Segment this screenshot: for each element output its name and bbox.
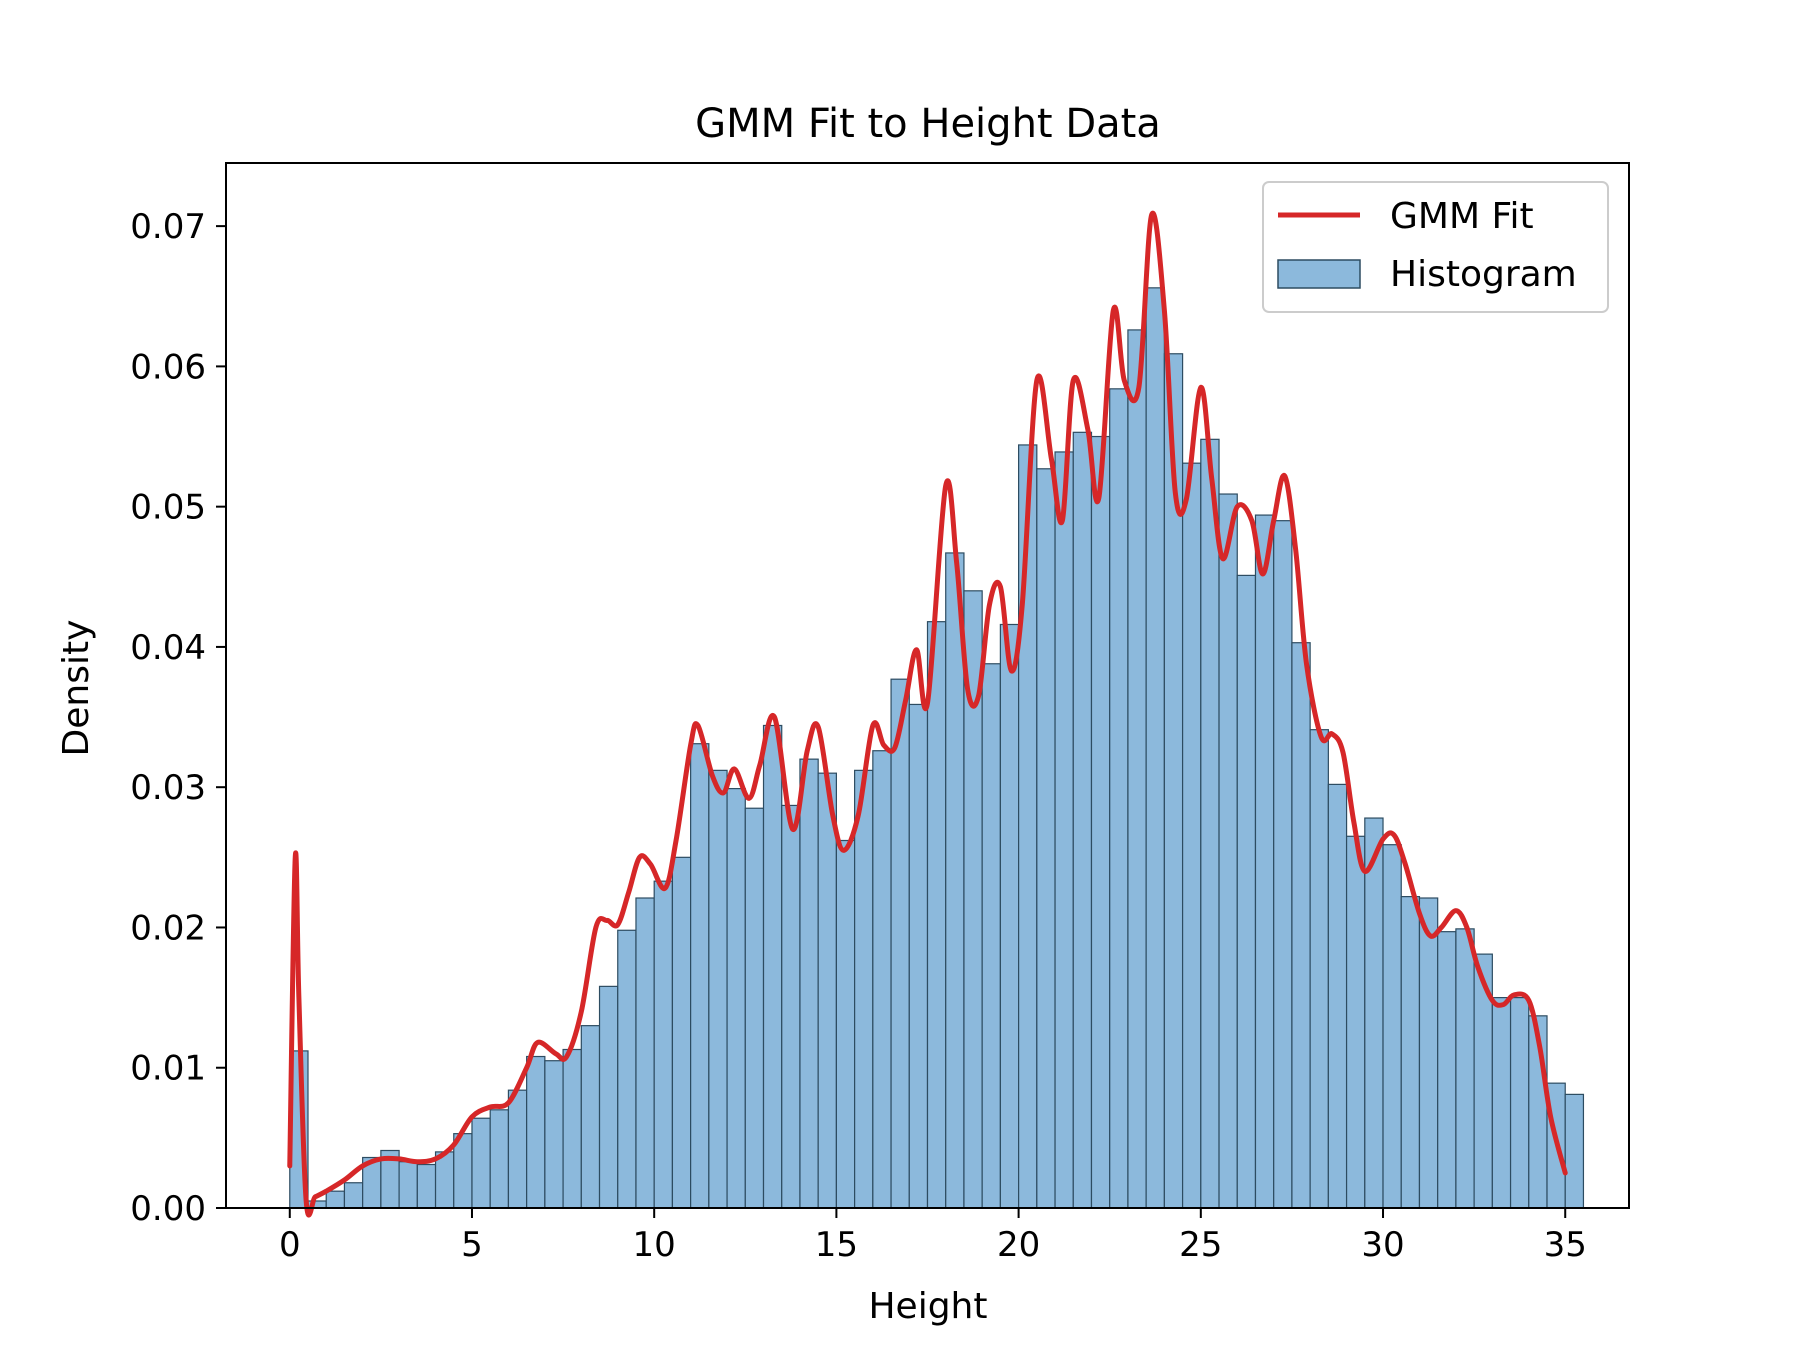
legend-histogram-label: Histogram — [1390, 254, 1577, 295]
histogram-bar — [1218, 493, 1238, 1209]
x-tick-label: 15 — [815, 1225, 858, 1265]
x-tick-label: 5 — [461, 1225, 483, 1265]
histogram-bar — [1455, 928, 1475, 1209]
histogram-bar — [617, 929, 637, 1209]
histogram-bar — [1291, 642, 1311, 1209]
histogram-bar — [526, 1055, 546, 1209]
x-tick-label: 20 — [997, 1225, 1040, 1265]
chart-title: GMM Fit to Height Data — [695, 101, 1161, 147]
histogram-bar — [708, 769, 728, 1209]
x-axis-label: Height — [868, 1286, 987, 1327]
histogram-bar — [544, 1060, 564, 1209]
histogram-bar — [598, 985, 619, 1209]
histogram-bar — [1236, 574, 1257, 1209]
y-tick-label: 0.07 — [130, 207, 206, 247]
plot-frame — [225, 162, 1630, 1209]
gmm-fit-line-group — [287, 210, 1568, 1218]
histogram-bar — [1090, 435, 1111, 1209]
histogram-bar — [690, 743, 710, 1209]
legend: GMM Fit Histogram — [1262, 181, 1609, 313]
histogram-bar — [1072, 431, 1093, 1209]
histogram-bar — [1491, 996, 1512, 1209]
legend-histogram-swatch — [1277, 259, 1361, 289]
y-tick-label: 0.06 — [130, 347, 206, 387]
x-tick-label: 35 — [1544, 1225, 1587, 1265]
histogram-bar — [471, 1117, 491, 1209]
histogram-bar — [580, 1025, 601, 1209]
histogram-bar — [671, 856, 692, 1209]
y-axis-label: Density — [56, 620, 97, 757]
gmm-fit-line — [287, 210, 1568, 1218]
histogram-bar — [817, 772, 837, 1209]
histogram-bar — [945, 552, 965, 1209]
histogram-bar — [1400, 896, 1421, 1209]
histogram-bar — [1200, 438, 1220, 1209]
histogram-bar — [343, 1182, 364, 1209]
histogram-bar — [325, 1190, 346, 1209]
histogram-bar — [999, 623, 1020, 1209]
histogram-bar — [981, 663, 1001, 1209]
x-tick-label: 0 — [279, 1225, 301, 1265]
histogram-bar — [1273, 520, 1293, 1209]
histogram-bar — [1309, 729, 1329, 1209]
histogram-bar — [835, 839, 856, 1209]
y-tick-label: 0.01 — [130, 1049, 206, 1089]
y-tick-label: 0.04 — [130, 628, 206, 668]
histogram-bar — [872, 750, 892, 1209]
histogram-bars — [289, 287, 1585, 1209]
x-tick-label: 10 — [633, 1225, 676, 1265]
histogram-bar — [398, 1161, 418, 1209]
histogram-bar — [635, 897, 655, 1209]
y-tick-label: 0.05 — [130, 488, 206, 528]
histogram-bar — [1382, 844, 1402, 1209]
histogram-bar — [781, 804, 801, 1209]
histogram-bar — [489, 1109, 510, 1209]
histogram-bar — [1127, 329, 1147, 1209]
histogram-bar — [908, 703, 929, 1209]
y-tick-label: 0.02 — [130, 908, 206, 948]
y-axis-ticks: 0.00 0.01 0.02 0.03 0.04 0.05 0.06 0.07 — [130, 207, 226, 1229]
histogram-bar — [799, 758, 819, 1209]
histogram-bar — [1181, 462, 1202, 1209]
x-tick-label: 30 — [1361, 1225, 1404, 1265]
histogram-bar — [890, 678, 910, 1209]
histogram-bar — [416, 1163, 437, 1209]
histogram-bar — [1418, 897, 1439, 1209]
y-tick-label: 0.00 — [130, 1189, 206, 1229]
histogram-bar — [1036, 468, 1056, 1209]
histogram-bar — [562, 1048, 582, 1209]
histogram-bar — [1145, 287, 1165, 1209]
histogram-bar — [744, 807, 765, 1209]
histogram-bar — [1054, 451, 1074, 1209]
histogram-bar — [1327, 783, 1348, 1209]
histogram-bar — [507, 1089, 528, 1209]
histogram-bar — [854, 769, 874, 1209]
legend-gmm-label: GMM Fit — [1390, 196, 1534, 237]
histogram-bar — [1564, 1093, 1585, 1209]
histogram-bar — [1345, 835, 1366, 1209]
histogram-bar — [726, 787, 746, 1209]
y-tick-label: 0.03 — [130, 768, 206, 808]
histogram-bar — [1109, 388, 1129, 1209]
x-axis-ticks: 0 5 10 15 20 25 30 35 — [279, 1208, 1587, 1265]
histogram-bar — [926, 621, 947, 1209]
histogram-bar — [1509, 996, 1530, 1209]
histogram-bar — [1254, 514, 1275, 1209]
x-tick-label: 25 — [1179, 1225, 1222, 1265]
histogram-bar — [653, 880, 674, 1209]
histogram-bar — [762, 724, 783, 1209]
histogram-bar — [1364, 817, 1384, 1209]
histogram-bar — [1437, 931, 1457, 1209]
